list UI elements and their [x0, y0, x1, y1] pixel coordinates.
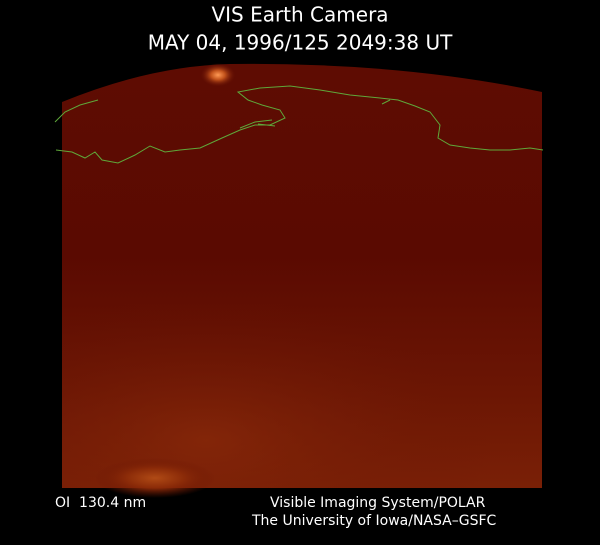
instrument-label: Visible Imaging System/POLAR [270, 495, 486, 511]
title: VIS Earth Camera [211, 3, 388, 27]
institution-label: The University of Iowa/NASA–GSFC [251, 513, 497, 529]
coastline [54, 85, 544, 164]
image-haze [62, 250, 542, 488]
timestamp: MAY 04, 1996/125 2049:38 UT [148, 31, 453, 55]
filter-label: OI 130.4 nm [55, 495, 146, 511]
earth-image [54, 63, 544, 498]
bright-spot [200, 63, 236, 87]
bottom-glow [95, 458, 215, 498]
